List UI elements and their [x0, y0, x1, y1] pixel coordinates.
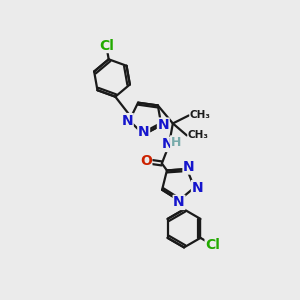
Text: CH₃: CH₃ — [190, 110, 211, 120]
Text: H: H — [171, 136, 181, 149]
Text: N: N — [122, 114, 133, 128]
Text: N: N — [173, 195, 185, 209]
Text: N: N — [162, 137, 174, 152]
Text: N: N — [138, 125, 149, 140]
Text: N: N — [183, 160, 195, 174]
Text: Cl: Cl — [99, 38, 114, 52]
Text: CH₃: CH₃ — [188, 130, 209, 140]
Text: N: N — [158, 118, 169, 132]
Text: N: N — [191, 181, 203, 194]
Text: O: O — [140, 154, 152, 168]
Text: Cl: Cl — [205, 238, 220, 252]
